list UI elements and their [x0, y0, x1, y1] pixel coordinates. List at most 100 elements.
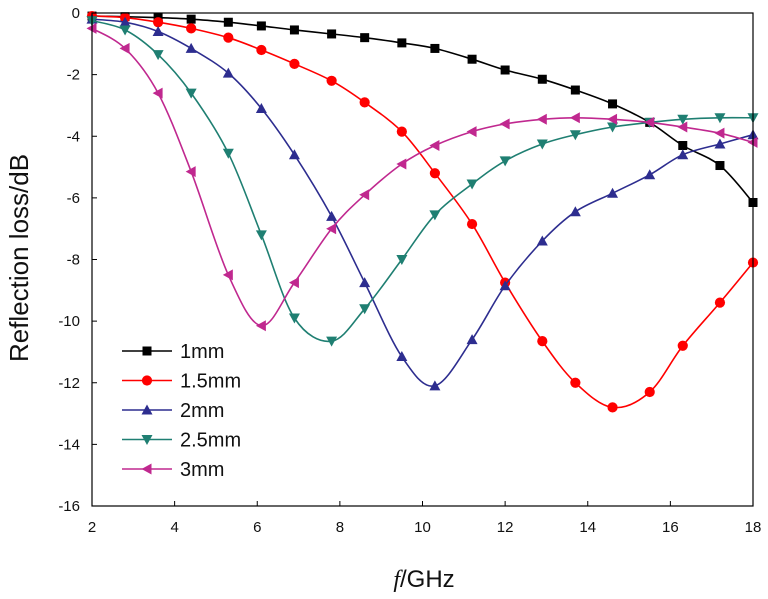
series-line — [91, 18, 754, 387]
data-point — [678, 140, 688, 150]
data-point — [644, 169, 656, 180]
legend-marker — [142, 346, 152, 356]
x-tick-label: 10 — [414, 519, 431, 536]
plot-area — [86, 10, 759, 413]
data-point — [430, 43, 440, 53]
data-point — [466, 218, 478, 230]
data-point — [500, 65, 510, 75]
data-point — [119, 42, 130, 54]
data-point — [326, 75, 337, 86]
data-point — [327, 29, 337, 39]
legend-marker — [141, 463, 152, 475]
data-point — [715, 161, 725, 171]
data-point — [466, 179, 478, 190]
series-2mm — [86, 13, 759, 391]
data-point — [536, 235, 548, 246]
data-point — [396, 126, 407, 137]
data-point — [119, 25, 131, 36]
data-point — [677, 149, 689, 160]
x-tick-label: 6 — [253, 519, 261, 536]
data-point — [429, 380, 441, 391]
data-point — [608, 99, 618, 109]
data-point — [222, 148, 234, 159]
legend-label: 1.5mm — [180, 371, 241, 393]
data-point — [537, 336, 548, 347]
data-point — [569, 206, 581, 217]
x-tick-label: 14 — [579, 519, 596, 536]
legend-marker — [141, 375, 153, 386]
data-point — [607, 113, 618, 125]
y-tick-label: -2 — [67, 67, 80, 84]
data-point — [255, 103, 267, 114]
series-line — [91, 19, 754, 343]
y-tick-label: -12 — [58, 375, 80, 392]
data-point — [223, 17, 233, 27]
data-point — [569, 130, 581, 141]
x-tick-label: 16 — [662, 519, 679, 536]
data-point — [185, 88, 197, 99]
y-tick-label: -16 — [58, 498, 80, 515]
data-point — [607, 187, 619, 198]
legend-item: 1.5mm — [122, 371, 241, 393]
data-point — [288, 313, 300, 324]
data-point — [397, 38, 407, 48]
data-point — [222, 67, 234, 78]
data-point — [644, 386, 655, 398]
y-axis-label: Reflection loss/dB — [4, 154, 34, 362]
data-point — [644, 116, 655, 128]
legend-label: 3mm — [180, 459, 224, 481]
data-point — [429, 210, 441, 221]
data-point — [429, 139, 440, 151]
data-point — [396, 158, 407, 170]
data-point — [326, 223, 337, 235]
data-point — [607, 122, 619, 133]
series-3mm — [86, 22, 758, 332]
data-point — [396, 351, 408, 362]
data-point — [467, 54, 477, 64]
x-tick-label: 12 — [497, 519, 514, 536]
data-point — [570, 377, 581, 388]
data-point — [359, 189, 370, 201]
legend-marker — [141, 435, 153, 445]
data-point — [255, 230, 267, 241]
series-1_5mm — [86, 10, 759, 413]
y-tick-label: 0 — [72, 5, 80, 22]
x-tick-label: 18 — [745, 519, 762, 536]
data-point — [152, 87, 163, 99]
x-tick-label: 8 — [336, 519, 344, 536]
data-point — [396, 255, 408, 265]
legend-item: 1mm — [122, 341, 224, 363]
data-point — [499, 118, 510, 130]
y-tick-label: -14 — [58, 436, 80, 453]
y-tick-label: -6 — [67, 190, 80, 207]
data-point — [186, 23, 197, 34]
x-axis-label-unit: /GHz — [400, 566, 455, 593]
data-point — [714, 127, 725, 139]
data-point — [677, 121, 688, 133]
data-point — [119, 16, 131, 27]
data-point — [537, 74, 547, 84]
data-point — [466, 334, 478, 345]
data-point — [607, 402, 618, 413]
data-point — [256, 21, 266, 31]
data-point — [499, 280, 511, 291]
data-point — [714, 138, 726, 149]
data-point — [326, 210, 338, 221]
data-point — [359, 277, 371, 288]
x-tick-label: 4 — [170, 519, 178, 536]
data-point — [714, 113, 726, 124]
data-point — [429, 168, 440, 179]
data-point — [570, 85, 580, 95]
data-point — [186, 14, 196, 24]
data-point — [569, 112, 580, 124]
data-point — [289, 58, 300, 69]
legend-label: 2mm — [180, 400, 224, 422]
data-point — [153, 17, 164, 28]
data-point — [255, 320, 266, 332]
data-point — [536, 139, 548, 150]
axes: 2 4 6 8 10 12 14 16 18 0 -2 -4 -6 -8 -10 -12 -14 -16 — [58, 5, 761, 536]
data-point — [288, 149, 300, 160]
legend-item: 2mm — [122, 400, 224, 422]
data-point — [256, 44, 267, 56]
